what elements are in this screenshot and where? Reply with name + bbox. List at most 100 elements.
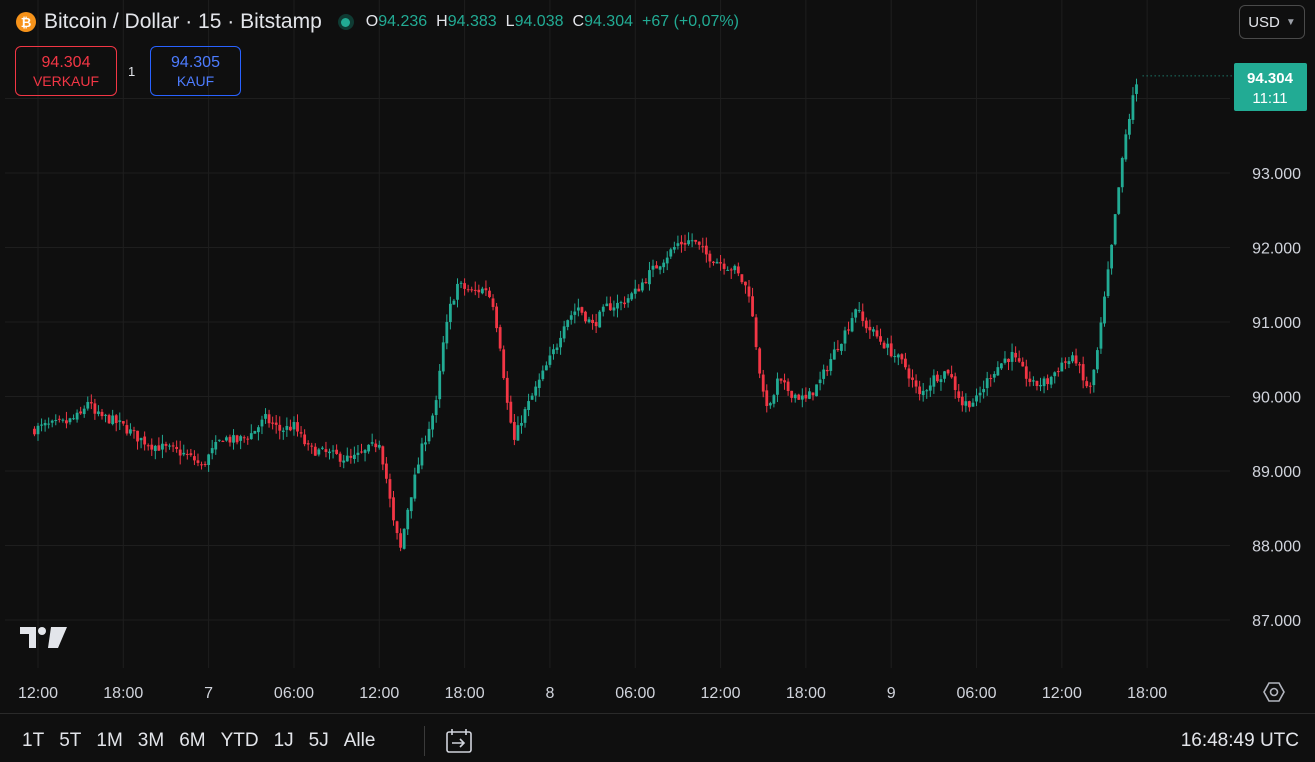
candle	[694, 239, 698, 245]
candle	[370, 433, 374, 447]
buy-button[interactable]: 94.305 KAUF	[150, 46, 241, 96]
candle-body	[285, 425, 289, 430]
candle	[473, 281, 477, 296]
candle	[257, 425, 260, 441]
candle	[729, 267, 733, 279]
candle-body	[765, 390, 769, 406]
currency-label: USD	[1248, 13, 1280, 31]
candle-body	[225, 437, 228, 441]
price-tick-label: 93.000	[1252, 166, 1301, 183]
range-button-6m[interactable]: 6M	[179, 730, 206, 751]
candle	[541, 365, 545, 382]
candle	[466, 284, 470, 293]
candle	[943, 370, 946, 383]
candle	[544, 361, 548, 371]
range-button-5t[interactable]: 5T	[59, 730, 82, 751]
candle-body	[1024, 366, 1028, 379]
candle	[1078, 361, 1082, 374]
candle	[452, 298, 456, 305]
candle-body	[864, 320, 868, 329]
candle-body	[744, 281, 747, 286]
candle	[669, 247, 673, 260]
candle	[328, 448, 331, 460]
candle	[925, 388, 929, 399]
candle-body	[882, 342, 886, 349]
candle-body	[253, 430, 257, 434]
currency-selector[interactable]: USD ▼	[1239, 5, 1305, 39]
time-tick-label: 12:00	[359, 685, 399, 702]
candle	[1110, 244, 1114, 275]
range-button-ytd[interactable]: YTD	[220, 730, 259, 751]
candle	[253, 430, 257, 434]
candle-body	[57, 418, 61, 420]
candle	[392, 490, 395, 526]
candle-body	[331, 450, 335, 452]
candle-body	[448, 303, 452, 323]
candle	[1035, 380, 1039, 391]
axis-settings-icon[interactable]	[1262, 680, 1286, 704]
candle	[36, 422, 40, 441]
go-to-date-icon[interactable]	[444, 726, 474, 756]
candle-body	[480, 288, 484, 294]
candle-body	[1000, 363, 1003, 369]
candle-body	[516, 425, 520, 441]
candle	[744, 281, 747, 294]
price-chart[interactable]: 87.000 88.000 89.000 90.000 91.000 92.000 93.0…	[0, 0, 1315, 712]
candle	[363, 448, 367, 462]
range-button-alle[interactable]: Alle	[343, 730, 376, 751]
range-button-1t[interactable]: 1T	[22, 730, 45, 751]
candle	[896, 353, 900, 366]
candle	[445, 314, 449, 350]
range-button-5j[interactable]: 5J	[308, 730, 329, 751]
candle-body	[97, 411, 100, 415]
candle-body	[214, 442, 218, 450]
chevron-down-icon: ▼	[1285, 16, 1296, 28]
candle	[57, 415, 61, 423]
candle	[477, 284, 481, 298]
candle	[1135, 78, 1138, 102]
price-tick-label: 89.000	[1252, 464, 1301, 481]
candle-body	[811, 392, 815, 396]
range-button-3m[interactable]: 3M	[137, 730, 165, 751]
candle-body	[982, 389, 986, 393]
candle	[996, 361, 1000, 376]
candle-body	[715, 261, 719, 264]
candle	[697, 241, 701, 250]
candle	[555, 343, 559, 354]
candle	[825, 365, 829, 376]
candle-body	[114, 415, 118, 424]
candle	[296, 414, 299, 437]
candle-body	[527, 401, 530, 411]
candle-body	[783, 380, 786, 383]
utc-clock[interactable]: 16:48:49 UTC	[1180, 730, 1299, 751]
price-tick-label: 87.000	[1252, 613, 1301, 630]
candle-body	[591, 319, 594, 324]
candle-body	[495, 306, 498, 329]
candle-body	[257, 427, 260, 433]
candle	[33, 426, 36, 437]
range-button-1m[interactable]: 1M	[96, 730, 123, 751]
sell-button[interactable]: 94.304 VERKAUF	[15, 46, 117, 96]
candle	[459, 280, 463, 289]
candle	[498, 324, 502, 352]
candle	[658, 265, 662, 275]
symbol-title[interactable]: Bitcoin / Dollar · 15 · Bitstamp	[44, 10, 322, 33]
candle	[747, 280, 751, 303]
candle-body	[1085, 381, 1089, 387]
time-tick-label: 18:00	[445, 685, 485, 702]
candle	[889, 335, 893, 358]
candle-body	[473, 289, 477, 291]
candle-body	[150, 444, 154, 450]
candle-body	[164, 443, 168, 446]
candle-body	[466, 289, 470, 291]
candle-body	[719, 262, 722, 264]
candle	[1028, 371, 1032, 387]
candle-body	[36, 425, 40, 435]
candle	[114, 414, 118, 432]
candle-body	[957, 391, 961, 398]
candle	[317, 447, 321, 457]
candle	[324, 441, 328, 458]
candle	[1049, 375, 1053, 389]
price-tick-label: 88.000	[1252, 539, 1301, 556]
range-button-1j[interactable]: 1J	[273, 730, 294, 751]
